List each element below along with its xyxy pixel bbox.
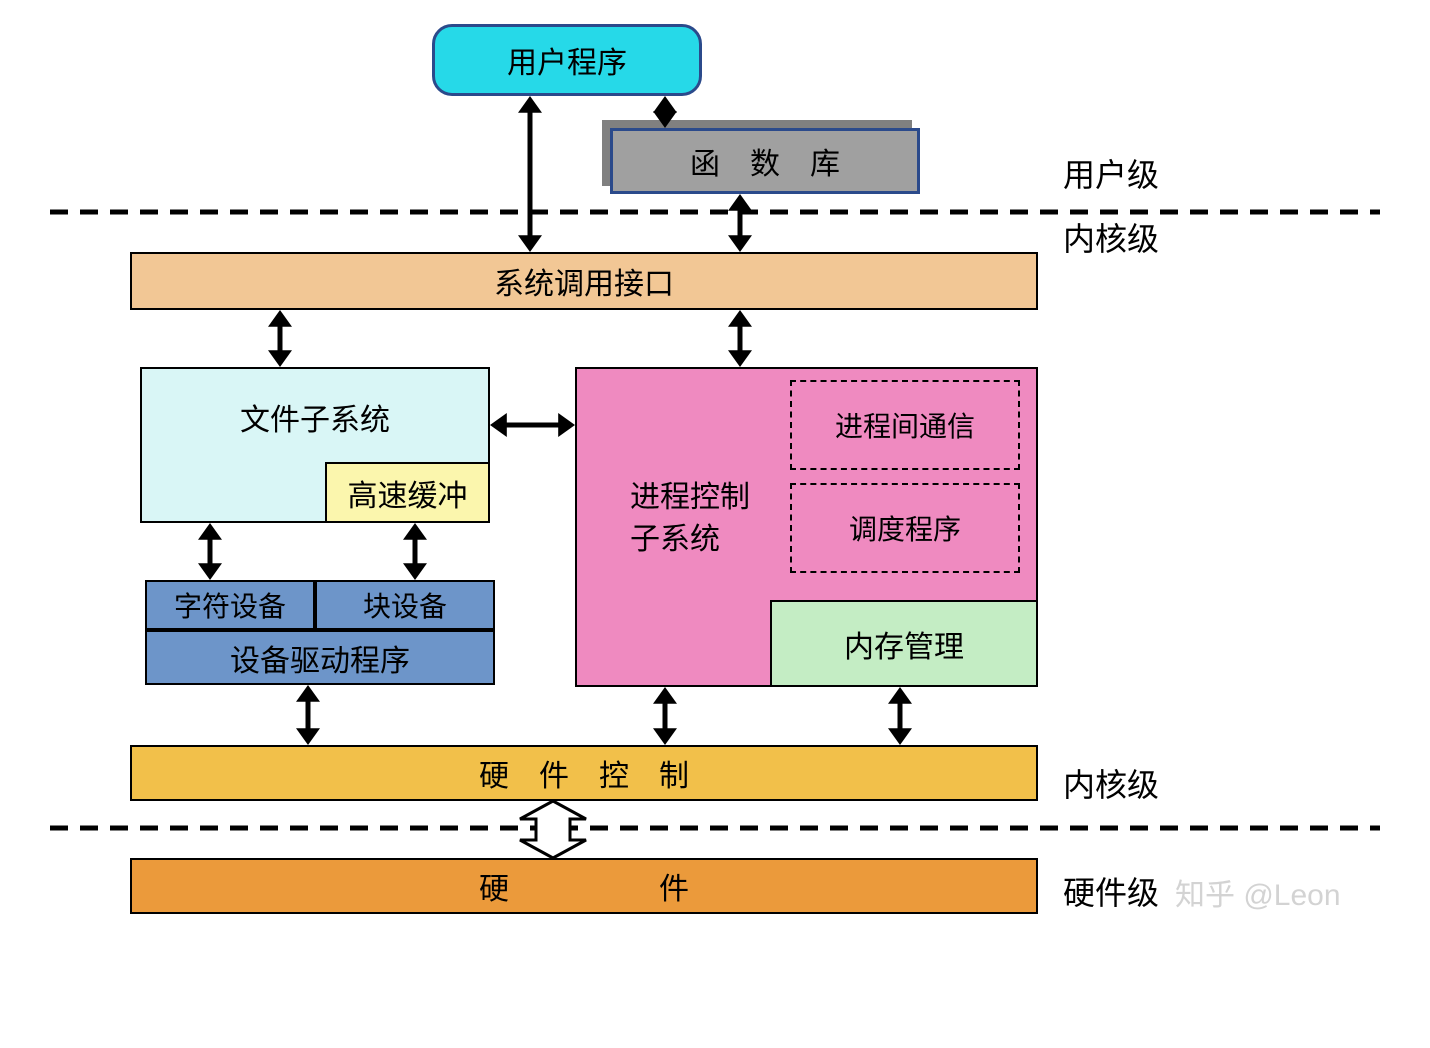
hw-control-label: 硬 件 控 制 — [479, 751, 689, 795]
kernel-level-label-bottom: 内核级 — [1063, 760, 1159, 806]
hardware-label: 硬 件 — [479, 864, 689, 908]
watermark: 知乎 @Leon — [1175, 870, 1341, 914]
kernel-level-label-top: 内核级 — [1063, 214, 1159, 260]
char-device-box: 字符设备 — [145, 580, 315, 630]
user-level-label: 用户级 — [1063, 150, 1159, 196]
char-device-label: 字符设备 — [174, 585, 286, 625]
syscall-box: 系统调用接口 — [130, 252, 1038, 310]
file-subsystem-label: 文件子系统 — [240, 395, 390, 439]
hardware-level-label: 硬件级 — [1063, 868, 1159, 914]
memory-label: 内存管理 — [844, 622, 964, 666]
cache-box: 高速缓冲 — [325, 462, 490, 523]
device-driver-box: 设备驱动程序 — [145, 630, 495, 685]
block-device-box: 块设备 — [315, 580, 495, 630]
hw-control-box: 硬 件 控 制 — [130, 745, 1038, 801]
ipc-label: 进程间通信 — [835, 405, 975, 445]
block-device-label: 块设备 — [363, 585, 447, 625]
hardware-box: 硬 件 — [130, 858, 1038, 914]
user-program-box: 用户程序 — [432, 24, 702, 96]
user-program-label: 用户程序 — [507, 38, 627, 82]
cache-label: 高速缓冲 — [348, 471, 468, 515]
syscall-label: 系统调用接口 — [494, 259, 674, 303]
scheduler-label: 调度程序 — [849, 508, 961, 548]
ipc-box: 进程间通信 — [790, 380, 1020, 470]
process-subsystem-label: 进程控制 子系统 — [595, 435, 755, 603]
diagram-stage: 用户程序 函 数 库 系统调用接口 文件子系统 高速缓冲 进程控制 子系统 进程… — [0, 0, 1430, 1048]
library-box: 函 数 库 — [610, 128, 920, 194]
library-label: 函 数 库 — [690, 139, 840, 183]
scheduler-box: 调度程序 — [790, 483, 1020, 573]
device-driver-label: 设备驱动程序 — [230, 636, 410, 680]
memory-box: 内存管理 — [770, 600, 1038, 687]
